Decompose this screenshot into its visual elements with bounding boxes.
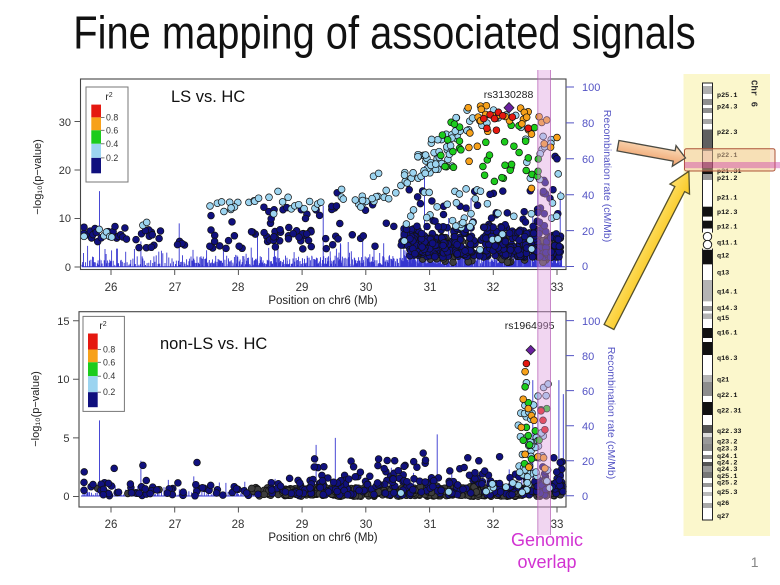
svg-text:q25.1: q25.1 <box>717 473 737 481</box>
svg-text:30: 30 <box>360 519 373 531</box>
svg-text:q23.3: q23.3 <box>717 445 737 453</box>
svg-text:p22.3: p22.3 <box>717 129 737 137</box>
svg-text:rs1964995: rs1964995 <box>505 320 555 332</box>
svg-text:q22.1: q22.1 <box>717 392 737 400</box>
svg-text:40: 40 <box>582 190 594 202</box>
svg-text:20: 20 <box>582 226 594 238</box>
svg-text:non-LS vs. HC: non-LS vs. HC <box>160 335 267 353</box>
svg-text:rs3130288: rs3130288 <box>484 89 534 101</box>
svg-text:Chr 6: Chr 6 <box>749 80 759 107</box>
svg-text:0: 0 <box>582 491 588 503</box>
svg-text:Position on chr6 (Mb): Position on chr6 (Mb) <box>268 295 377 307</box>
svg-text:p24.3: p24.3 <box>717 104 737 112</box>
svg-text:−log₁₀(p−value): −log₁₀(p−value) <box>30 371 42 447</box>
svg-text:28: 28 <box>232 519 245 531</box>
svg-text:q21: q21 <box>717 377 729 385</box>
svg-text:0: 0 <box>65 262 71 274</box>
svg-text:r2: r2 <box>99 321 106 332</box>
svg-text:10: 10 <box>59 213 71 225</box>
svg-text:0: 0 <box>63 491 69 503</box>
svg-text:33: 33 <box>551 519 564 531</box>
svg-text:33: 33 <box>551 282 564 294</box>
svg-text:Position on chr6 (Mb): Position on chr6 (Mb) <box>268 532 377 544</box>
svg-text:Recombination rate (cM/Mb): Recombination rate (cM/Mb) <box>605 347 617 479</box>
svg-text:Recombination rate (cM/Mb): Recombination rate (cM/Mb) <box>601 110 613 242</box>
svg-text:q26: q26 <box>717 500 729 508</box>
svg-text:32: 32 <box>487 519 500 531</box>
svg-text:q24.3: q24.3 <box>717 466 737 474</box>
svg-text:0.8: 0.8 <box>106 112 118 122</box>
svg-text:p12.3: p12.3 <box>717 209 737 217</box>
svg-text:100: 100 <box>582 316 600 328</box>
svg-text:1: 1 <box>751 554 759 570</box>
svg-text:31: 31 <box>424 519 437 531</box>
svg-text:10: 10 <box>57 374 69 386</box>
svg-text:31: 31 <box>424 282 437 294</box>
svg-text:q27: q27 <box>717 513 729 521</box>
svg-text:0.6: 0.6 <box>106 125 118 135</box>
svg-text:20: 20 <box>59 165 71 177</box>
svg-text:q14.1: q14.1 <box>717 289 737 297</box>
svg-text:LS vs. HC: LS vs. HC <box>171 88 245 106</box>
svg-text:Genomic: Genomic <box>511 530 583 550</box>
svg-text:26: 26 <box>105 519 118 531</box>
svg-text:p25.1: p25.1 <box>717 92 737 100</box>
svg-text:28: 28 <box>232 282 245 294</box>
svg-text:26: 26 <box>105 282 118 294</box>
svg-text:15: 15 <box>57 316 69 328</box>
svg-text:0: 0 <box>582 261 588 273</box>
svg-text:p21.1: p21.1 <box>717 195 737 203</box>
svg-text:0.2: 0.2 <box>103 387 115 397</box>
svg-text:0.6: 0.6 <box>103 357 115 367</box>
svg-text:5: 5 <box>63 433 69 445</box>
svg-text:30: 30 <box>360 282 373 294</box>
svg-text:0.4: 0.4 <box>106 139 118 149</box>
svg-text:100: 100 <box>582 82 600 94</box>
svg-text:q11.1: q11.1 <box>717 240 737 248</box>
svg-text:p12.1: p12.1 <box>717 224 737 232</box>
svg-text:29: 29 <box>296 519 309 531</box>
svg-text:30: 30 <box>59 117 71 129</box>
svg-text:−log₁₀(p−value): −log₁₀(p−value) <box>32 139 44 215</box>
svg-text:Fine mapping of associated sig: Fine mapping of associated signals <box>73 8 695 60</box>
svg-text:27: 27 <box>169 282 182 294</box>
svg-text:29: 29 <box>296 282 309 294</box>
svg-text:q22.33: q22.33 <box>717 428 741 436</box>
svg-text:q13: q13 <box>717 270 729 278</box>
svg-text:q22.31: q22.31 <box>717 407 741 415</box>
svg-text:q16.3: q16.3 <box>717 355 737 363</box>
svg-text:q14.3: q14.3 <box>717 305 737 313</box>
svg-text:q23.2: q23.2 <box>717 438 737 446</box>
svg-text:q25.2: q25.2 <box>717 480 737 488</box>
svg-text:q25.3: q25.3 <box>717 489 737 497</box>
svg-text:80: 80 <box>582 118 594 130</box>
svg-text:q24.2: q24.2 <box>717 460 737 468</box>
svg-text:60: 60 <box>582 154 594 166</box>
svg-text:27: 27 <box>169 519 182 531</box>
svg-text:p21.2: p21.2 <box>717 175 737 183</box>
svg-text:0.2: 0.2 <box>106 153 118 163</box>
svg-text:q16.1: q16.1 <box>717 330 737 338</box>
svg-text:overlap: overlap <box>517 552 576 572</box>
svg-text:20: 20 <box>582 456 594 468</box>
svg-text:q12: q12 <box>717 253 729 261</box>
svg-text:60: 60 <box>582 386 594 398</box>
svg-text:r2: r2 <box>105 92 112 103</box>
svg-text:0.4: 0.4 <box>103 371 115 381</box>
svg-text:p21.31: p21.31 <box>717 168 741 176</box>
svg-text:32: 32 <box>487 282 500 294</box>
svg-text:q15: q15 <box>717 315 729 323</box>
svg-text:0.8: 0.8 <box>103 345 115 355</box>
svg-text:40: 40 <box>582 421 594 433</box>
svg-text:80: 80 <box>582 351 594 363</box>
svg-text:q24.1: q24.1 <box>717 453 737 461</box>
